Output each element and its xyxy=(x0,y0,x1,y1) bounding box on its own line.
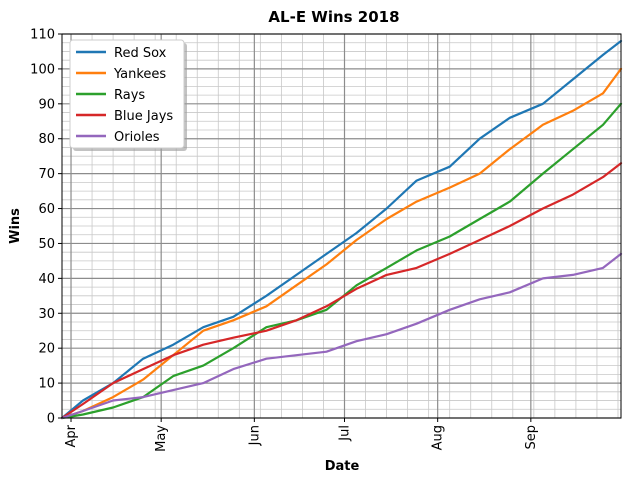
y-tick-label: 0 xyxy=(47,412,55,427)
y-tick-label: 90 xyxy=(38,97,55,112)
x-tick-label: Aug xyxy=(431,425,446,450)
y-axis-ticks: 0 10 20 30 40 50 60 70 80 90 100 110 xyxy=(30,28,62,427)
x-tick-label: Jul xyxy=(338,425,353,442)
y-tick-label: 100 xyxy=(30,62,55,77)
series-layer xyxy=(60,39,623,420)
y-axis-label: Wins xyxy=(8,208,23,244)
legend-label: Rays xyxy=(114,88,145,103)
chart-title: AL-E Wins 2018 xyxy=(268,8,399,26)
series-line-blue-jays xyxy=(60,162,623,420)
x-axis-label: Date xyxy=(325,459,360,474)
y-tick-label: 110 xyxy=(30,28,55,43)
y-tick-label: 40 xyxy=(38,272,55,287)
x-tick-label: May xyxy=(154,425,169,452)
legend-label: Orioles xyxy=(114,130,160,145)
legend-box xyxy=(69,39,185,149)
x-tick-label: Sep xyxy=(524,425,539,450)
y-tick-label: 70 xyxy=(38,167,55,182)
y-tick-label: 30 xyxy=(38,307,55,322)
y-tick-label: 10 xyxy=(38,377,55,392)
legend-label: Yankees xyxy=(113,67,166,82)
y-tick-label: 20 xyxy=(38,342,55,357)
legend-label: Red Sox xyxy=(114,46,167,61)
legend-label: Blue Jays xyxy=(114,109,173,124)
series-line-orioles xyxy=(60,252,623,420)
y-tick-label: 50 xyxy=(38,237,55,252)
x-tick-label: Apr xyxy=(64,424,79,447)
y-tick-label: 80 xyxy=(38,132,55,147)
y-tick-label: 60 xyxy=(38,202,55,217)
x-tick-label: Jun xyxy=(247,425,262,446)
plot-frame xyxy=(61,33,622,419)
x-axis-ticks: Apr May Jun Jul Aug Sep xyxy=(64,418,539,452)
legend: Red Sox Yankees Rays Blue Jays Orioles xyxy=(69,39,187,151)
series-line-yankees xyxy=(60,67,623,420)
series-line-red-sox xyxy=(60,39,623,420)
